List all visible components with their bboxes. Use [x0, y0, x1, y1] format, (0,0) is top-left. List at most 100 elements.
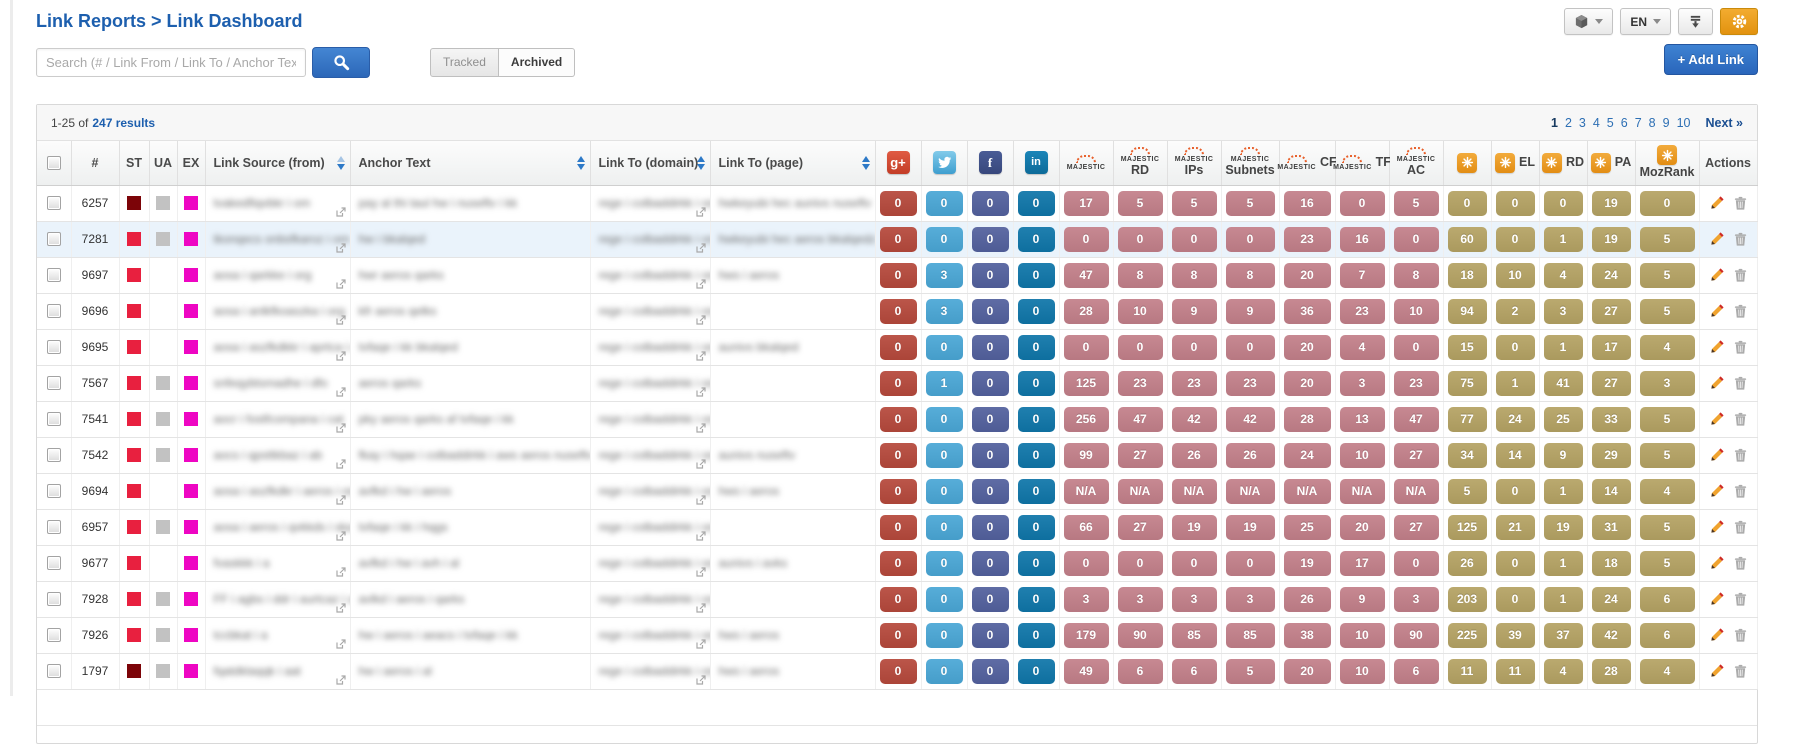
link-source[interactable]: tccbkat i a: [214, 628, 268, 642]
edit-button[interactable]: [1709, 483, 1725, 499]
external-link-icon[interactable]: [696, 351, 706, 361]
col-header-link-source[interactable]: Link Source (from): [205, 141, 350, 185]
archived-tab[interactable]: Archived: [499, 48, 575, 77]
link-source[interactable]: tvakedfiqvbkr i om: [214, 196, 311, 210]
link-to-domain[interactable]: rege i colbaddirkk i org: [599, 268, 711, 282]
page-link-2[interactable]: 2: [1565, 116, 1572, 130]
edit-button[interactable]: [1709, 339, 1725, 355]
edit-button[interactable]: [1709, 519, 1725, 535]
next-page-link[interactable]: Next »: [1705, 116, 1743, 130]
sort-arrows[interactable]: [862, 156, 870, 170]
row-checkbox[interactable]: [47, 592, 61, 606]
link-to-domain[interactable]: rege i colbaddirkk i org: [599, 376, 711, 390]
row-checkbox[interactable]: [47, 196, 61, 210]
link-source[interactable]: fvaskkk i a: [214, 556, 270, 570]
external-link-icon[interactable]: [696, 567, 706, 577]
link-source[interactable]: FF i agbs i ddr i aurtcaz i am: [214, 592, 351, 606]
edit-button[interactable]: [1709, 591, 1725, 607]
edit-button[interactable]: [1709, 303, 1725, 319]
col-header-moz-rd[interactable]: RD: [1539, 141, 1587, 185]
external-link-icon[interactable]: [336, 567, 346, 577]
delete-button[interactable]: [1733, 663, 1748, 679]
select-all-checkbox[interactable]: [47, 156, 61, 170]
col-header-moz-pa[interactable]: PA: [1587, 141, 1635, 185]
link-to-domain[interactable]: rege i colbaddirkk i org: [599, 556, 711, 570]
settings-button[interactable]: [1720, 8, 1758, 35]
row-checkbox[interactable]: [47, 664, 61, 678]
external-link-icon[interactable]: [696, 207, 706, 217]
col-header-anchor-text[interactable]: Anchor Text: [350, 141, 590, 185]
link-source[interactable]: aosa i aszfkdkr i aeros i org: [214, 484, 351, 498]
export-download-button[interactable]: [1678, 8, 1713, 35]
link-to-page[interactable]: hws i aeros: [719, 664, 780, 678]
sort-arrows[interactable]: [697, 156, 705, 170]
row-checkbox[interactable]: [47, 520, 61, 534]
delete-button[interactable]: [1733, 303, 1748, 319]
page-link-10[interactable]: 10: [1677, 116, 1691, 130]
link-source[interactable]: snfeqybtsmadhe i dfo: [214, 376, 328, 390]
search-input[interactable]: [36, 48, 306, 77]
edit-button[interactable]: [1709, 267, 1725, 283]
delete-button[interactable]: [1733, 231, 1748, 247]
link-source[interactable]: aosa i anlkfkoaszka i org: [214, 304, 345, 318]
external-link-icon[interactable]: [336, 387, 346, 397]
col-header-majestic[interactable]: MAJESTIC: [1059, 141, 1113, 185]
external-link-icon[interactable]: [696, 639, 706, 649]
external-link-icon[interactable]: [336, 207, 346, 217]
sort-arrows[interactable]: [337, 156, 345, 170]
link-source[interactable]: tkonqecs onbsfkaroz i om: [214, 232, 350, 246]
row-checkbox[interactable]: [47, 556, 61, 570]
link-to-page[interactable]: hws i aeros: [719, 628, 780, 642]
page-link-8[interactable]: 8: [1649, 116, 1656, 130]
delete-button[interactable]: [1733, 627, 1748, 643]
page-link-6[interactable]: 6: [1621, 116, 1628, 130]
add-link-button[interactable]: + Add Link: [1664, 44, 1758, 75]
col-header-googleplus[interactable]: g+: [875, 141, 921, 185]
link-to-page[interactable]: aunivs nuseftv: [719, 448, 796, 462]
link-to-domain[interactable]: rege i colbaddirkk i org: [599, 232, 711, 246]
link-to-domain[interactable]: rege i colbaddirkk i org: [599, 664, 711, 678]
delete-button[interactable]: [1733, 195, 1748, 211]
link-to-page[interactable]: aunivs i avks: [719, 556, 788, 570]
tracked-tab[interactable]: Tracked: [430, 48, 499, 77]
col-header-moz[interactable]: [1443, 141, 1491, 185]
row-checkbox[interactable]: [47, 484, 61, 498]
external-link-icon[interactable]: [336, 279, 346, 289]
external-link-icon[interactable]: [336, 351, 346, 361]
external-link-icon[interactable]: [336, 495, 346, 505]
sort-arrows[interactable]: [577, 156, 585, 170]
integrations-dropdown-button[interactable]: [1564, 8, 1613, 35]
delete-button[interactable]: [1733, 267, 1748, 283]
external-link-icon[interactable]: [696, 387, 706, 397]
edit-button[interactable]: [1709, 375, 1725, 391]
search-button[interactable]: [312, 47, 370, 78]
col-header-ua[interactable]: UA: [149, 141, 177, 185]
col-header-id[interactable]: #: [71, 141, 119, 185]
external-link-icon[interactable]: [696, 279, 706, 289]
col-header-moz-el[interactable]: EL: [1491, 141, 1539, 185]
row-checkbox[interactable]: [47, 376, 61, 390]
link-to-page[interactable]: hws i aeros: [719, 484, 780, 498]
col-header-mozrank[interactable]: MozRank: [1635, 141, 1699, 185]
delete-button[interactable]: [1733, 555, 1748, 571]
row-checkbox[interactable]: [47, 340, 61, 354]
external-link-icon[interactable]: [696, 315, 706, 325]
edit-button[interactable]: [1709, 447, 1725, 463]
external-link-icon[interactable]: [336, 315, 346, 325]
link-to-domain[interactable]: rege i colbaddirkk i org: [599, 304, 711, 318]
external-link-icon[interactable]: [336, 603, 346, 613]
link-source[interactable]: aosa i aeros i qvkkds i ska i org: [214, 520, 351, 534]
external-link-icon[interactable]: [696, 459, 706, 469]
link-to-domain[interactable]: rege i colbaddirkk i org: [599, 448, 711, 462]
delete-button[interactable]: [1733, 519, 1748, 535]
col-header-ex[interactable]: EX: [177, 141, 205, 185]
delete-button[interactable]: [1733, 339, 1748, 355]
col-header-st[interactable]: ST: [119, 141, 149, 185]
delete-button[interactable]: [1733, 411, 1748, 427]
page-link-5[interactable]: 5: [1607, 116, 1614, 130]
link-source[interactable]: aocr i fostfcompana i cat: [214, 412, 344, 426]
external-link-icon[interactable]: [696, 675, 706, 685]
